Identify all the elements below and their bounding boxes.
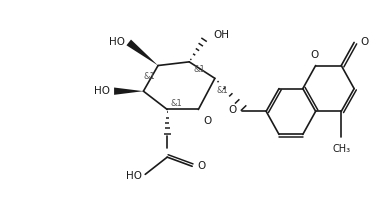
Text: OH: OH bbox=[214, 31, 230, 40]
Text: HO: HO bbox=[126, 171, 142, 181]
Text: O: O bbox=[203, 116, 212, 126]
Text: &1: &1 bbox=[217, 86, 228, 95]
Text: &1: &1 bbox=[143, 72, 155, 81]
Text: &1: &1 bbox=[171, 99, 183, 108]
Polygon shape bbox=[126, 40, 158, 66]
Text: O: O bbox=[229, 105, 237, 115]
Polygon shape bbox=[114, 87, 143, 95]
Text: O: O bbox=[310, 50, 319, 60]
Text: CH₃: CH₃ bbox=[332, 144, 350, 154]
Text: O: O bbox=[361, 37, 369, 47]
Text: HO: HO bbox=[109, 37, 125, 47]
Text: O: O bbox=[197, 161, 205, 171]
Text: HO: HO bbox=[94, 86, 110, 96]
Text: &1: &1 bbox=[193, 65, 205, 74]
